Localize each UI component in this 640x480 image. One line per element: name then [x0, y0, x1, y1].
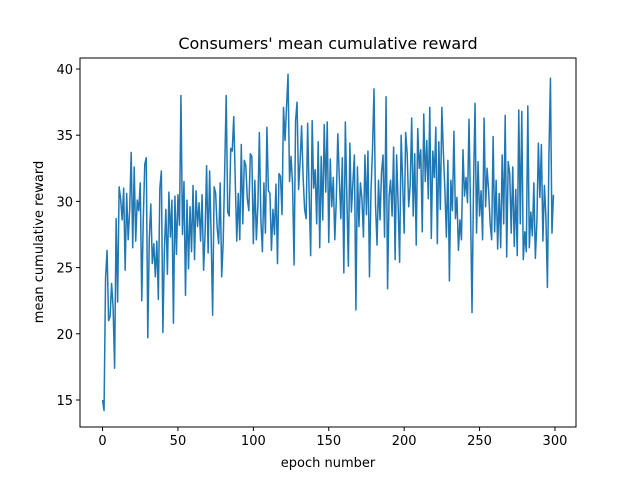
- y-tick-label: 30: [56, 195, 73, 210]
- x-tick-label: 250: [467, 434, 492, 449]
- y-tick-label: 25: [56, 262, 73, 277]
- x-tick-label: 300: [543, 434, 568, 449]
- data-line: [101, 73, 555, 412]
- y-tick-label: 15: [56, 394, 73, 409]
- x-tick-label: 150: [316, 434, 341, 449]
- axes-frame: [79, 57, 577, 428]
- x-tick-label: 200: [392, 434, 417, 449]
- plot-area: [101, 73, 555, 412]
- x-tick-label: 100: [241, 434, 266, 449]
- y-tick-label: 20: [56, 328, 73, 343]
- y-axis-label: mean cumulative reward: [32, 161, 47, 323]
- x-tick-label: 50: [170, 434, 187, 449]
- x-axis-label: epoch number: [281, 456, 376, 471]
- y-tick-label: 40: [56, 63, 73, 78]
- chart-title: Consumers' mean cumulative reward: [178, 34, 477, 53]
- x-tick-label: 0: [98, 434, 106, 449]
- y-tick-label: 35: [56, 129, 73, 144]
